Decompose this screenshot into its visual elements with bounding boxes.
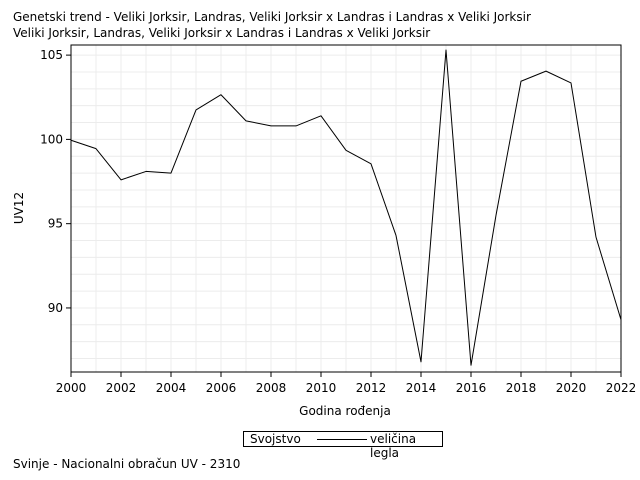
footnote: Svinje - Nacionalni obračun UV - 2310 xyxy=(13,457,241,471)
x-tick-label: 2020 xyxy=(556,381,587,395)
x-tick-label: 2006 xyxy=(206,381,237,395)
x-tick-label: 2012 xyxy=(356,381,387,395)
legend: Svojstvo veličina legla xyxy=(243,431,443,460)
x-tick-label: 2008 xyxy=(256,381,287,395)
chart-subtitle: Veliki Jorksir, Landras, Veliki Jorksir … xyxy=(13,26,431,40)
y-tick-label: 95 xyxy=(48,217,63,231)
x-tick-label: 2016 xyxy=(456,381,487,395)
y-axis-label: UV12 xyxy=(12,192,26,224)
y-tick-label: 100 xyxy=(40,132,63,146)
x-axis-label: Godina rođenja xyxy=(299,404,391,418)
x-tick-label: 2018 xyxy=(506,381,537,395)
y-tick-label: 105 xyxy=(40,48,63,62)
legend-series-label: veličina legla xyxy=(370,432,417,460)
x-tick-label: 2014 xyxy=(406,381,437,395)
legend-title: Svojstvo xyxy=(250,432,301,446)
series-line-velicina-legla xyxy=(70,49,622,366)
x-tick-label: 2000 xyxy=(56,381,87,395)
chart-title: Genetski trend - Veliki Jorksir, Landras… xyxy=(13,10,531,24)
plot-frame xyxy=(70,44,622,373)
legend-line-swatch xyxy=(317,439,367,440)
y-tick-label: 90 xyxy=(48,301,63,315)
x-tick-label: 2004 xyxy=(156,381,187,395)
x-tick-label: 2002 xyxy=(106,381,137,395)
x-tick-label: 2010 xyxy=(306,381,337,395)
x-tick-label: 2022 xyxy=(606,381,637,395)
